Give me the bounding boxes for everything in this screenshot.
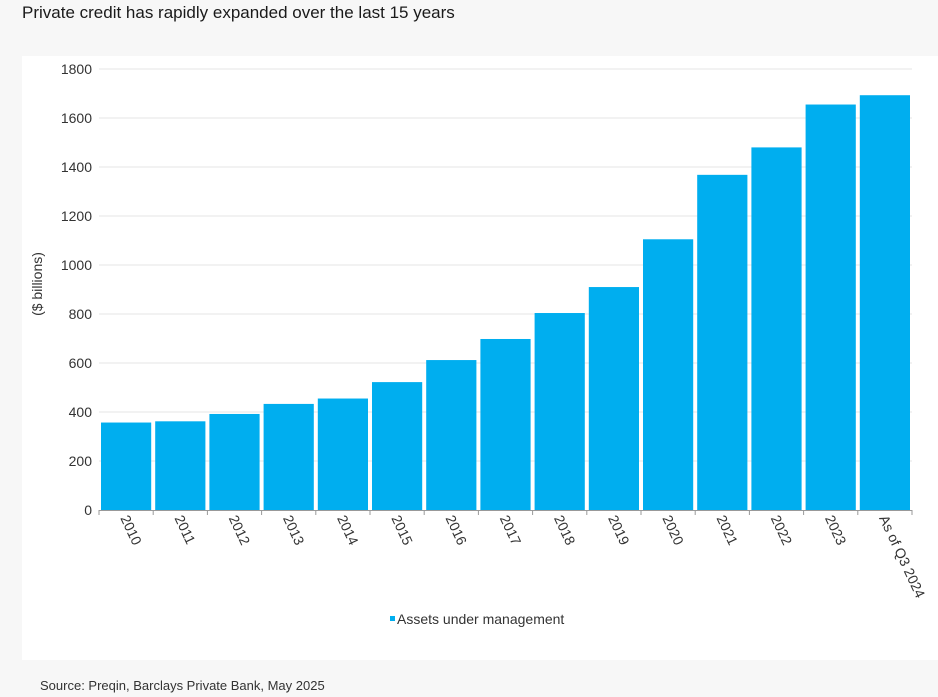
y-tick-label-1400: 1400 xyxy=(61,159,92,175)
chart-title: Private credit has rapidly expanded over… xyxy=(22,3,455,22)
y-tick-label-800: 800 xyxy=(69,306,93,322)
x-tick-label-2017: 2017 xyxy=(497,513,525,548)
x-tick-label-2012: 2012 xyxy=(226,513,254,548)
y-axis: 0 200 400 600 800 1000 1200 1400 1600 1800 xyxy=(61,61,92,518)
y-tick-label-400: 400 xyxy=(69,404,93,420)
source-note: Source: Preqin, Barclays Private Bank, M… xyxy=(40,678,325,693)
x-tick-label-2011: 2011 xyxy=(172,513,199,547)
x-tick-label-2015: 2015 xyxy=(388,513,416,548)
bar-2012 xyxy=(209,413,260,510)
y-axis-label: ($ billions) xyxy=(29,252,45,316)
x-tick-label-2019: 2019 xyxy=(605,513,633,548)
bar-2020 xyxy=(643,239,694,510)
legend: Assets under management xyxy=(390,611,564,627)
y-tick-label-1800: 1800 xyxy=(61,61,92,77)
bar-2017 xyxy=(480,338,531,510)
y-tick-label-200: 200 xyxy=(69,453,93,469)
bar-2023 xyxy=(805,104,856,511)
x-tick-label-2010: 2010 xyxy=(117,513,145,548)
x-tick-label-2016: 2016 xyxy=(443,513,471,548)
bar-2018 xyxy=(534,313,585,510)
x-tick-label-2020: 2020 xyxy=(659,513,687,548)
gridlines xyxy=(99,68,912,462)
x-tick-label-as-of-q3-2024: As of Q3 2024 xyxy=(876,513,928,601)
bar-2014 xyxy=(317,398,368,510)
legend-label: Assets under management xyxy=(397,611,564,627)
y-tick-label-1600: 1600 xyxy=(61,110,92,126)
x-tick-label-2023: 2023 xyxy=(822,513,850,548)
bar-2013 xyxy=(263,403,314,510)
x-tick-label-2022: 2022 xyxy=(768,513,796,548)
x-tick-label-2018: 2018 xyxy=(551,513,579,548)
x-tick-label-2014: 2014 xyxy=(334,513,362,548)
bar-2022 xyxy=(751,147,802,510)
x-tick-label-2021: 2021 xyxy=(714,513,742,548)
bar-2019 xyxy=(588,287,639,510)
x-axis: 2010 2011 2012 2013 2014 2015 2016 2017 2018 2019… xyxy=(98,510,929,601)
bar-2016 xyxy=(426,360,477,510)
bar-2021 xyxy=(697,174,748,510)
bar-as-of-q3-2024 xyxy=(859,95,910,510)
legend-swatch xyxy=(390,616,395,621)
y-tick-label-600: 600 xyxy=(69,355,93,371)
x-tick-label-2013: 2013 xyxy=(280,513,308,548)
chart-panel: 0 200 400 600 800 1000 1200 1400 1600 1800 2010 20… xyxy=(22,56,938,660)
y-tick-label-1200: 1200 xyxy=(61,208,92,224)
bar-2010 xyxy=(101,422,152,510)
bars xyxy=(101,95,910,511)
y-tick-label-1000: 1000 xyxy=(61,257,92,273)
y-tick-label-0: 0 xyxy=(84,502,92,518)
bar-2011 xyxy=(155,421,206,510)
bar-2015 xyxy=(372,382,423,510)
